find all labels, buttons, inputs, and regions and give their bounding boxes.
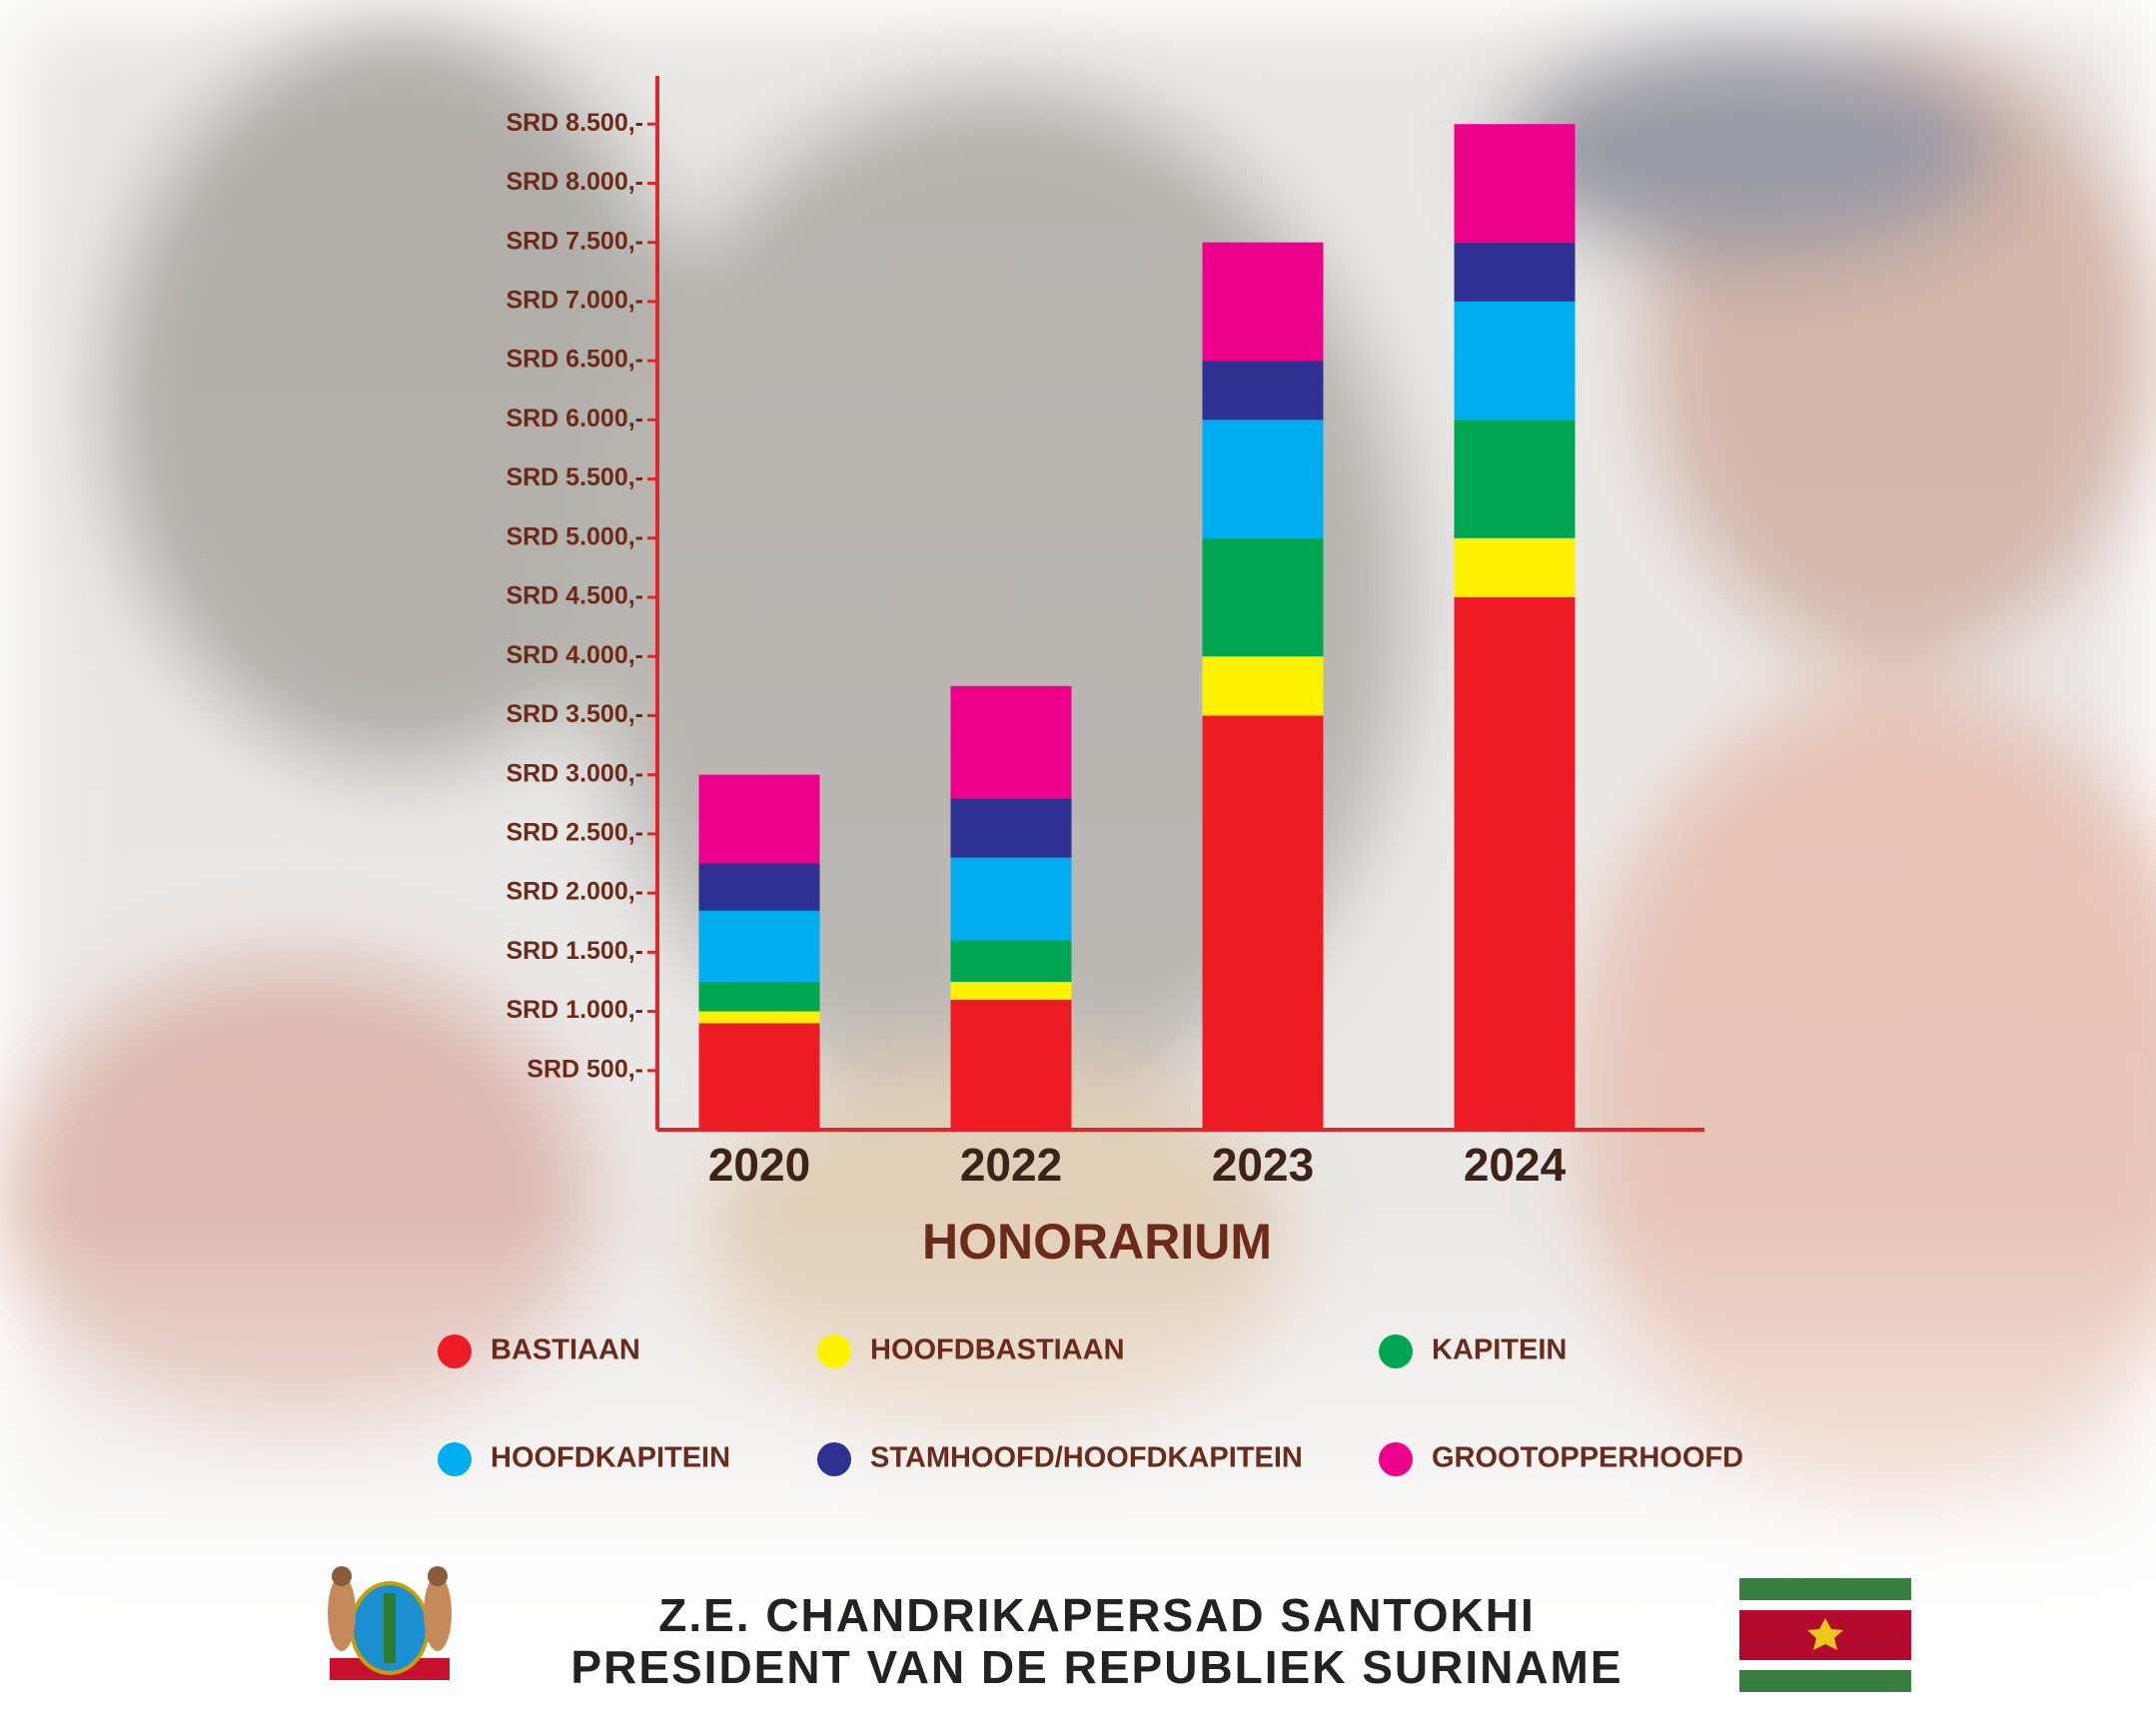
y-tick-label: SRD 2.500,- — [506, 818, 643, 846]
bar-segment — [698, 910, 820, 982]
y-tick-label: SRD 2.000,- — [506, 878, 643, 906]
bar-segment — [1454, 242, 1576, 302]
bar-segment — [1454, 537, 1576, 597]
bar-segment — [1454, 124, 1576, 243]
x-tick-label: 2022 — [960, 1139, 1062, 1191]
y-tick-label: SRD 1.500,- — [506, 937, 643, 965]
x-axis-label: HONORARIUM — [922, 1214, 1272, 1270]
legend-label: STAMHOOFD/HOOFDKAPITEIN — [870, 1442, 1303, 1474]
bar-segment — [698, 863, 820, 911]
bar-segment — [1202, 242, 1324, 362]
legend-marker — [438, 1334, 472, 1368]
bar-segment — [698, 981, 820, 1012]
footer-line: PRESIDENT VAN DE REPUBLIEK SURINAME — [570, 1641, 1622, 1693]
bar-segment — [698, 1023, 820, 1130]
bar-segment — [1202, 656, 1324, 716]
y-tick-label: SRD 1.000,- — [506, 996, 643, 1024]
legend-marker — [1379, 1334, 1413, 1368]
legend-label: GROOTOPPERHOOFD — [1432, 1442, 1743, 1474]
bar-segment — [1202, 715, 1324, 1130]
bar-segment — [950, 857, 1072, 941]
y-tick-label: SRD 7.500,- — [506, 227, 643, 255]
bar-segment — [950, 999, 1072, 1130]
bar-segment — [1454, 420, 1576, 538]
y-tick-label: SRD 3.000,- — [506, 759, 643, 787]
bar-segment — [950, 940, 1072, 982]
y-tick-label: SRD 8.500,- — [506, 109, 643, 137]
legend-label: KAPITEIN — [1432, 1334, 1567, 1366]
y-tick-label: SRD 5.000,- — [506, 522, 643, 550]
x-tick-label: 2024 — [1464, 1139, 1567, 1191]
y-tick-label: SRD 6.000,- — [506, 405, 643, 433]
coat-of-arms — [328, 1566, 452, 1680]
legend-label: HOOFDKAPITEIN — [491, 1442, 730, 1474]
y-tick-label: SRD 7.000,- — [506, 286, 643, 314]
legend-label: HOOFDBASTIAAN — [870, 1334, 1125, 1366]
bar-segment — [1202, 537, 1324, 657]
legend-marker — [1379, 1442, 1413, 1476]
bar-segment — [698, 774, 820, 864]
y-tick-label: SRD 500,- — [527, 1055, 643, 1083]
bar-segment — [950, 981, 1072, 1000]
bar-segment — [1454, 301, 1576, 421]
y-tick-label: SRD 4.500,- — [506, 582, 643, 610]
legend-label: BASTIAAN — [491, 1334, 640, 1366]
footer-line: Z.E. CHANDRIKAPERSAD SANTOKHI — [658, 1589, 1536, 1641]
y-tick-label: SRD 4.000,- — [506, 641, 643, 669]
bar-segment — [1202, 420, 1324, 538]
bar-segment — [1202, 361, 1324, 421]
bar-segment — [1454, 597, 1576, 1130]
y-tick-label: SRD 8.000,- — [506, 168, 643, 196]
y-tick-label: SRD 3.500,- — [506, 700, 643, 728]
legend-marker — [817, 1442, 851, 1476]
x-tick-label: 2023 — [1212, 1139, 1314, 1191]
flag — [1739, 1578, 1911, 1692]
bar-segment — [950, 685, 1072, 799]
x-tick-label: 2020 — [708, 1139, 810, 1191]
y-tick-label: SRD 6.500,- — [506, 346, 643, 374]
bar-segment — [698, 1011, 820, 1024]
y-tick-label: SRD 5.500,- — [506, 463, 643, 491]
legend-marker — [438, 1442, 472, 1476]
legend-marker — [817, 1334, 851, 1368]
bar-segment — [950, 798, 1072, 858]
